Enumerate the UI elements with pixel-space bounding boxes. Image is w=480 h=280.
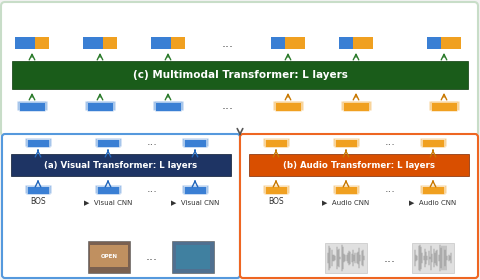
Bar bbox=[95, 185, 121, 193]
Bar bbox=[27, 186, 49, 194]
Bar bbox=[412, 243, 454, 273]
Bar bbox=[25, 138, 51, 146]
Bar bbox=[334, 139, 358, 146]
Bar bbox=[36, 37, 49, 49]
Bar bbox=[334, 186, 358, 193]
Text: (a) Visual Transformer: L layers: (a) Visual Transformer: L layers bbox=[45, 160, 198, 169]
Bar bbox=[271, 37, 285, 49]
Bar bbox=[249, 154, 469, 176]
Bar bbox=[151, 37, 171, 49]
Text: OPEN: OPEN bbox=[100, 255, 118, 260]
Bar bbox=[421, 186, 445, 193]
Bar bbox=[265, 186, 287, 194]
Text: ▶  Visual CNN: ▶ Visual CNN bbox=[171, 199, 219, 205]
Bar bbox=[264, 139, 288, 146]
Bar bbox=[27, 139, 49, 147]
Bar bbox=[154, 101, 182, 110]
Bar bbox=[90, 245, 128, 267]
Bar bbox=[339, 37, 353, 49]
Bar bbox=[86, 101, 114, 110]
Bar bbox=[343, 102, 369, 111]
Bar bbox=[176, 245, 210, 269]
Bar bbox=[263, 138, 289, 146]
Bar bbox=[325, 243, 367, 273]
Bar bbox=[155, 102, 181, 111]
Bar bbox=[342, 101, 370, 110]
Bar bbox=[19, 102, 45, 111]
Text: ...: ... bbox=[146, 137, 157, 147]
Bar bbox=[17, 101, 47, 109]
Bar bbox=[182, 185, 208, 193]
Bar bbox=[171, 37, 185, 49]
Bar bbox=[333, 138, 359, 146]
Text: ▶  Audio CNN: ▶ Audio CNN bbox=[409, 199, 456, 205]
Bar bbox=[421, 139, 445, 146]
Bar bbox=[97, 139, 119, 147]
Text: BOS: BOS bbox=[30, 197, 46, 207]
Bar bbox=[12, 61, 468, 89]
Bar bbox=[335, 186, 357, 194]
Bar bbox=[285, 37, 305, 49]
Bar bbox=[441, 37, 461, 49]
Bar bbox=[353, 37, 373, 49]
Bar bbox=[431, 102, 457, 111]
Bar bbox=[83, 37, 103, 49]
Bar bbox=[430, 101, 458, 110]
FancyBboxPatch shape bbox=[2, 134, 240, 278]
Bar bbox=[422, 139, 444, 147]
Bar bbox=[11, 154, 231, 176]
Bar bbox=[103, 37, 117, 49]
Text: ▶  Audio CNN: ▶ Audio CNN bbox=[323, 199, 370, 205]
Bar bbox=[15, 37, 36, 49]
Bar bbox=[341, 101, 371, 109]
Bar bbox=[172, 241, 214, 273]
Text: ...: ... bbox=[146, 184, 157, 194]
Bar bbox=[183, 139, 207, 146]
Bar bbox=[427, 37, 441, 49]
Bar bbox=[263, 185, 289, 193]
Text: (b) Audio Transformer: L layers: (b) Audio Transformer: L layers bbox=[283, 160, 435, 169]
Bar bbox=[422, 186, 444, 194]
Bar bbox=[335, 139, 357, 147]
Bar bbox=[153, 101, 183, 109]
Bar bbox=[18, 101, 46, 110]
Bar bbox=[85, 101, 115, 109]
Bar bbox=[429, 101, 459, 109]
Text: ...: ... bbox=[384, 251, 396, 265]
Text: ...: ... bbox=[384, 137, 396, 147]
Bar bbox=[273, 101, 303, 109]
Bar bbox=[96, 186, 120, 193]
Bar bbox=[264, 186, 288, 193]
Bar bbox=[96, 139, 120, 146]
FancyBboxPatch shape bbox=[1, 2, 478, 136]
Bar bbox=[420, 138, 446, 146]
Bar bbox=[97, 186, 119, 194]
Bar bbox=[88, 241, 130, 273]
Text: (c) Multimodal Transformer: L layers: (c) Multimodal Transformer: L layers bbox=[132, 70, 348, 80]
Text: ▶  Visual CNN: ▶ Visual CNN bbox=[84, 199, 132, 205]
Bar bbox=[184, 139, 206, 147]
Bar bbox=[420, 185, 446, 193]
Bar bbox=[87, 102, 113, 111]
Bar bbox=[265, 139, 287, 147]
Bar bbox=[182, 138, 208, 146]
Bar bbox=[333, 185, 359, 193]
Bar bbox=[26, 186, 50, 193]
Bar bbox=[274, 101, 302, 110]
Text: ...: ... bbox=[146, 251, 158, 263]
Text: ...: ... bbox=[222, 99, 234, 111]
Bar bbox=[183, 186, 207, 193]
Text: BOS: BOS bbox=[268, 197, 284, 207]
Text: ...: ... bbox=[222, 36, 234, 50]
Bar bbox=[25, 185, 51, 193]
FancyBboxPatch shape bbox=[240, 134, 478, 278]
Bar bbox=[95, 138, 121, 146]
Text: ...: ... bbox=[384, 184, 396, 194]
Bar bbox=[275, 102, 301, 111]
Bar bbox=[184, 186, 206, 194]
Bar bbox=[26, 139, 50, 146]
